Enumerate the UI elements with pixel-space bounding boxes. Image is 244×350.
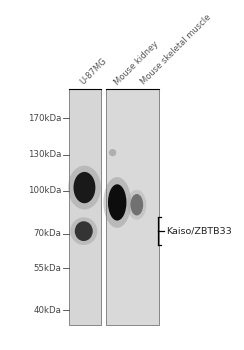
Ellipse shape [108, 184, 126, 220]
Bar [106, 89, 159, 324]
Text: Mouse skeletal muscle: Mouse skeletal muscle [139, 13, 213, 87]
Bar [69, 89, 101, 324]
Ellipse shape [73, 172, 95, 203]
Ellipse shape [103, 177, 131, 228]
Text: 70kDa: 70kDa [33, 229, 61, 238]
Text: 130kDa: 130kDa [28, 150, 61, 159]
Text: Kaiso/ZBTB33: Kaiso/ZBTB33 [166, 227, 232, 236]
Text: 100kDa: 100kDa [28, 187, 61, 195]
Ellipse shape [127, 190, 146, 220]
Text: Mouse kidney: Mouse kidney [112, 39, 160, 87]
Ellipse shape [109, 149, 116, 156]
Ellipse shape [70, 217, 97, 245]
Text: 170kDa: 170kDa [28, 114, 61, 123]
Text: 40kDa: 40kDa [33, 306, 61, 315]
Text: U-87MG: U-87MG [79, 57, 109, 87]
Ellipse shape [131, 194, 143, 216]
Ellipse shape [68, 166, 101, 210]
Text: 55kDa: 55kDa [33, 264, 61, 273]
Ellipse shape [75, 221, 93, 241]
